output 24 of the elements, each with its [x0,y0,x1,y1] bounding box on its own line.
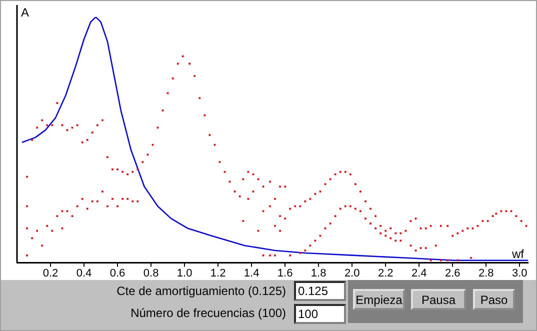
text: 100 [294,304,346,324]
x-tick-label: 0.4 [76,267,92,280]
x-tick-label: 1.8 [310,267,326,280]
x-tick-label: 2.0 [344,267,360,280]
text: Número de frecuencias (100) [130,306,286,320]
text: Empieza [353,289,405,310]
x-tick-label: 2.4 [411,267,427,280]
y-axis-title: A [21,5,30,20]
text: Cte de amortiguamiento (0.125) [116,284,286,298]
x-tick-label: 1.6 [277,267,293,280]
x-tick-label: 2.6 [444,267,460,280]
x-tick-label: 0.6 [110,267,126,280]
x-tick-label: 1.0 [176,267,192,280]
x-axis-title: wf [511,247,525,262]
x-tick-label: 2.2 [378,267,394,280]
x-tick-label: 3.0 [512,267,528,280]
text: 0.125 [294,281,346,301]
x-tick-label: 1.2 [210,267,226,280]
x-tick-label: 2.8 [478,267,494,280]
x-tick-label: 1.4 [244,267,260,280]
text: Paso [473,289,515,310]
x-tick-label: 0.8 [143,267,159,280]
text: Pausa [411,289,466,310]
x-tick-label: 0.2 [42,267,58,280]
